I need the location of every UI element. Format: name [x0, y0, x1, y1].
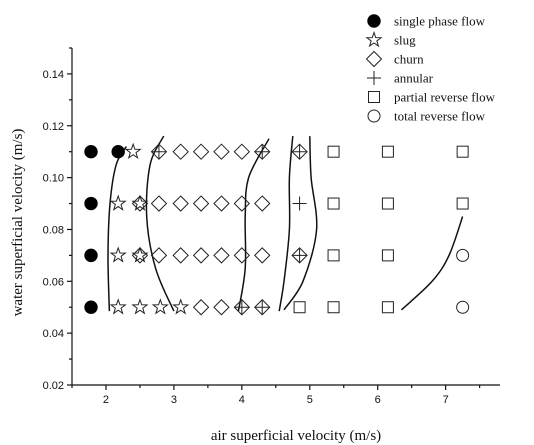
point-churn — [254, 195, 271, 212]
regime-boundary-line-5 — [283, 136, 318, 311]
legend-entry-single-phase-flow: single phase flow — [394, 14, 486, 29]
regime-boundary-line-2 — [145, 135, 175, 312]
point-churn — [254, 247, 271, 264]
point-churn — [213, 299, 230, 316]
point-partial-reverse-flow — [327, 249, 340, 262]
point-partial-reverse-flow — [327, 145, 340, 158]
x-tick-label: 2 — [103, 394, 109, 406]
point-partial-reverse-flow — [381, 197, 394, 210]
legend-entry-partial-reverse-flow: partial reverse flow — [394, 90, 496, 105]
point-churn — [150, 195, 168, 212]
legend-marker-total-reverse-flow — [367, 109, 381, 123]
point-churn — [192, 143, 210, 160]
point-annular — [292, 144, 307, 159]
point-slug — [109, 246, 127, 263]
point-annular — [151, 144, 166, 159]
point-churn — [233, 143, 251, 160]
y-axis-label: water superficial velocity (m/s) — [10, 129, 26, 317]
point-churn — [192, 247, 210, 264]
legend-marker-churn — [365, 50, 383, 68]
x-tick-label: 4 — [239, 394, 245, 406]
point-partial-reverse-flow — [293, 301, 306, 314]
point-slug — [109, 298, 127, 315]
regime-boundary-line-1 — [107, 146, 127, 312]
point-churn — [213, 143, 230, 160]
y-tick-label: 0.04 — [43, 328, 64, 340]
point-slug — [151, 298, 169, 315]
point-churn — [192, 299, 210, 316]
point-churn — [131, 247, 149, 264]
legend-entry-annular: annular — [394, 71, 434, 86]
point-slug — [109, 194, 127, 211]
point-partial-reverse-flow — [381, 249, 394, 262]
legend-entry-slug: slug — [394, 33, 416, 48]
data-markers — [84, 142, 470, 316]
point-total-reverse-flow — [456, 300, 470, 314]
axes: 2 3 4 5 6 7 0.02 0.04 0.06 0.08 0.10 0.12 0.14 — [43, 47, 500, 406]
regime-boundary-line-6 — [400, 216, 464, 311]
point-churn — [150, 143, 168, 160]
point-slug — [131, 246, 149, 263]
point-partial-reverse-flow — [456, 145, 469, 158]
y-tick-label: 0.02 — [43, 380, 64, 392]
point-churn — [291, 143, 308, 160]
point-slug — [131, 194, 149, 211]
point-annular — [292, 196, 307, 211]
regime-boundary-line-3 — [237, 138, 270, 312]
point-churn — [233, 195, 251, 212]
point-churn — [213, 247, 230, 264]
y-tick-label: 0.08 — [43, 224, 64, 236]
point-churn — [213, 195, 230, 212]
regime-boundary-line-4 — [278, 136, 294, 312]
y-tick-label: 0.06 — [43, 276, 64, 288]
point-churn — [172, 247, 189, 264]
point-total-reverse-flow — [456, 248, 470, 262]
point-churn — [254, 299, 271, 316]
point-slug — [172, 298, 190, 315]
point-single-phase-flow — [111, 144, 125, 159]
point-annular — [255, 300, 270, 315]
legend-marker-slug — [365, 30, 383, 48]
legend-entry-total-reverse-flow: total reverse flow — [394, 109, 486, 124]
point-churn — [291, 247, 308, 264]
point-partial-reverse-flow — [381, 145, 394, 158]
point-single-phase-flow — [84, 248, 98, 263]
legend-marker-partial-reverse-flow — [368, 91, 380, 103]
x-tick-label: 3 — [171, 394, 177, 406]
point-slug — [131, 298, 149, 315]
y-tick-label: 0.14 — [43, 69, 64, 81]
regime-boundaries — [107, 135, 464, 312]
point-churn — [254, 143, 271, 160]
point-churn — [233, 299, 251, 316]
point-annular — [234, 300, 249, 315]
point-annular — [292, 248, 307, 263]
point-churn — [192, 195, 210, 212]
x-tick-label: 6 — [375, 394, 381, 406]
point-churn — [233, 247, 251, 264]
legend-marker-single-phase-flow — [367, 14, 381, 28]
x-tick-label: 7 — [443, 394, 449, 406]
y-tick-label: 0.10 — [43, 173, 64, 185]
point-single-phase-flow — [84, 196, 98, 211]
point-single-phase-flow — [84, 144, 98, 159]
legend-entry-churn: churn — [394, 52, 424, 67]
point-partial-reverse-flow — [327, 301, 340, 314]
legend-marker-annular — [367, 71, 381, 85]
point-churn — [172, 195, 189, 212]
point-churn — [150, 247, 168, 264]
point-slug — [124, 142, 142, 159]
legend: single phase flow slug churn annular partial… — [365, 14, 496, 124]
x-axis-label: air superficial velocity (m/s) — [211, 428, 381, 444]
point-partial-reverse-flow — [456, 197, 469, 210]
y-tick-label: 0.12 — [43, 121, 64, 133]
x-tick-label: 5 — [307, 394, 313, 406]
point-single-phase-flow — [84, 300, 98, 314]
point-churn — [172, 143, 189, 160]
point-partial-reverse-flow — [381, 301, 394, 314]
point-churn — [131, 195, 149, 212]
point-partial-reverse-flow — [327, 197, 340, 210]
point-annular — [255, 144, 270, 159]
